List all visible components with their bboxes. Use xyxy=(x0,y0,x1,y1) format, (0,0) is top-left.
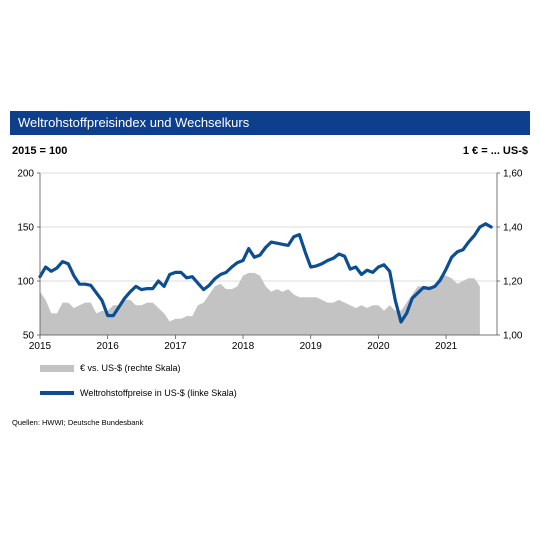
y-left-tick-label: 100 xyxy=(17,277,34,288)
series-area-eur-usd xyxy=(40,272,480,335)
y-right-tick-label: 1,60 xyxy=(503,169,523,180)
rate-note: 1 € = ... US-$ xyxy=(462,145,528,157)
y-right-tick-label: 1,00 xyxy=(503,331,523,342)
chart: 50 100 150 200 1,00 1,20 1,40 1,60 2015 2016 2017 2… xyxy=(17,169,523,353)
y-left-tick-label: 50 xyxy=(23,331,35,342)
x-tick-label: 2016 xyxy=(97,341,120,352)
legend-label-area: € vs. US-$ (rechte Skala) xyxy=(80,363,181,373)
chart-title: Weltrohstoffpreisindex und Wechselkurs xyxy=(18,115,250,130)
x-tick-label: 2015 xyxy=(29,341,52,352)
legend-label-line: Weltrohstoffpreise in US-$ (linke Skala) xyxy=(80,388,237,398)
x-tick-label: 2019 xyxy=(300,341,323,352)
y-right-tick-label: 1,20 xyxy=(503,277,523,288)
x-tick-label: 2020 xyxy=(367,341,390,352)
y-right-tick-label: 1,40 xyxy=(503,223,523,234)
y-left-tick-label: 200 xyxy=(17,169,34,180)
x-tick-label: 2021 xyxy=(435,341,458,352)
series-line-commodity-prices xyxy=(38,222,493,324)
title-bar: Weltrohstoffpreisindex und Wechselkurs xyxy=(10,111,530,135)
legend-swatch-area xyxy=(40,364,74,372)
base-note: 2015 = 100 xyxy=(12,145,68,157)
legend-item-line: Weltrohstoffpreise in US-$ (linke Skala) xyxy=(40,386,237,400)
x-tick-label: 2018 xyxy=(232,341,255,352)
legend-item-area: € vs. US-$ (rechte Skala) xyxy=(40,361,181,375)
y-left-tick-label: 150 xyxy=(17,223,34,234)
x-tick-label: 2017 xyxy=(164,341,187,352)
source-note: Quellen: HWWI; Deutsche Bundesbank xyxy=(12,418,144,427)
legend-swatch-line xyxy=(40,391,74,395)
